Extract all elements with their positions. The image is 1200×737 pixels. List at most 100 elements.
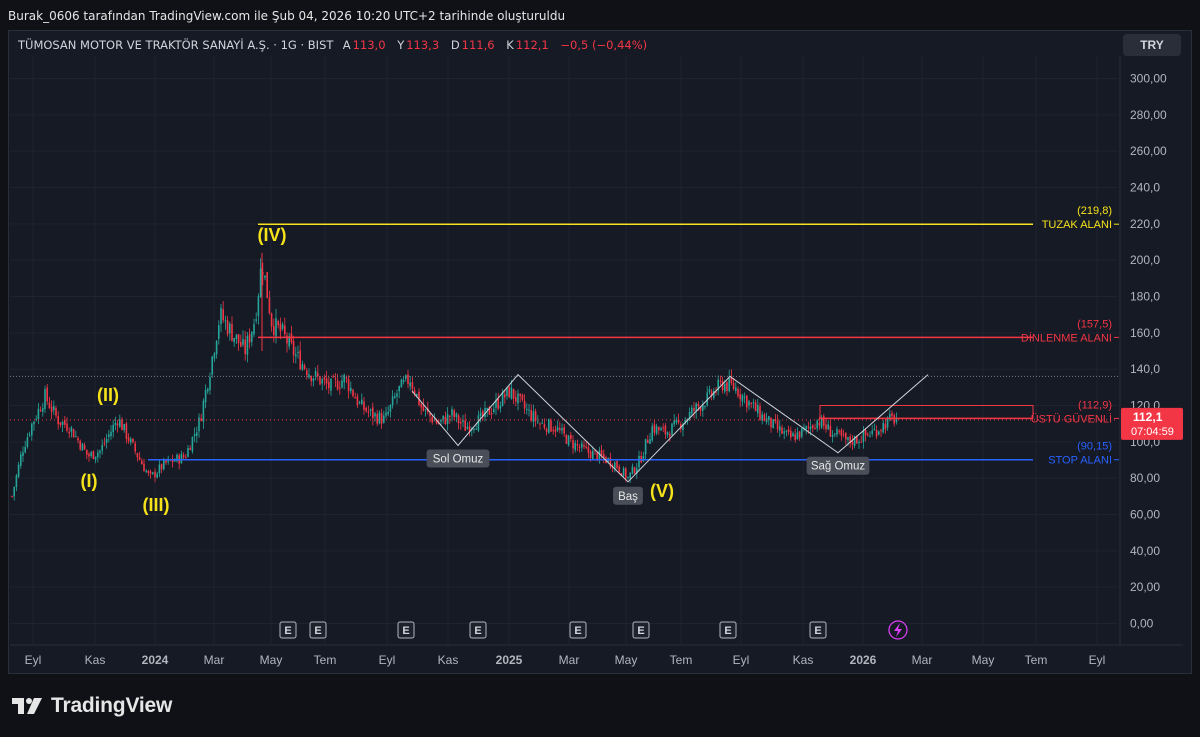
candle [365, 406, 367, 413]
candle-body [114, 422, 117, 426]
candle [708, 385, 711, 395]
candle [191, 436, 194, 454]
currency-button[interactable]: TRY [1123, 34, 1181, 56]
candle [739, 388, 741, 408]
candle [279, 317, 282, 340]
candle [666, 431, 669, 438]
pattern-label-box [806, 456, 870, 475]
candle-body [526, 408, 528, 410]
level-value-label: (157,5) [1077, 318, 1112, 330]
candle-body [869, 435, 871, 437]
candle [658, 426, 660, 435]
candle [519, 393, 521, 403]
candle [878, 430, 880, 436]
candle [86, 449, 88, 460]
candle [431, 415, 433, 425]
candle [825, 419, 827, 433]
candle-body [418, 391, 420, 405]
candle-body [323, 377, 326, 380]
earnings-marker-label: E [637, 625, 644, 637]
earnings-marker[interactable]: E [469, 621, 487, 639]
candle [339, 380, 341, 395]
candle-body [99, 450, 101, 453]
candle [319, 375, 321, 386]
candle [884, 418, 887, 434]
candle [561, 423, 563, 435]
candle-body [466, 426, 469, 430]
earnings-marker[interactable]: E [279, 621, 297, 639]
candle-body [838, 430, 840, 432]
candle-body [860, 441, 862, 443]
candle [101, 439, 103, 455]
candle [704, 405, 706, 410]
candle [660, 426, 662, 431]
candle [851, 435, 854, 451]
candle [638, 450, 640, 472]
candle-body [222, 309, 224, 321]
candle-body [660, 428, 662, 431]
earnings-marker[interactable]: E [397, 621, 415, 639]
candle-body [220, 307, 222, 325]
candle-body [86, 449, 88, 455]
candle-body [497, 398, 499, 409]
candle [550, 418, 552, 433]
earnings-marker[interactable]: E [309, 621, 327, 639]
earnings-marker[interactable]: E [719, 621, 737, 639]
candle-body [127, 437, 130, 442]
candle-body [649, 439, 651, 444]
candle [510, 379, 513, 400]
candle-body [279, 323, 282, 332]
candle [554, 425, 557, 438]
candle [321, 377, 323, 391]
candle [521, 393, 524, 402]
candle [761, 411, 763, 425]
candle-body [796, 432, 799, 439]
chart-panel[interactable] [8, 30, 1192, 674]
candle-body [141, 460, 143, 465]
candle-body [521, 394, 524, 400]
candle-body [873, 429, 876, 431]
candle [664, 423, 667, 440]
candle-body [759, 406, 761, 420]
candle [325, 370, 328, 390]
candle-body [682, 424, 684, 430]
earnings-marker[interactable]: E [809, 621, 827, 639]
candle-body [196, 432, 198, 437]
candle [48, 396, 51, 410]
candle-body [347, 378, 350, 392]
candle [860, 435, 862, 443]
candle-body [585, 446, 587, 448]
candle-body [739, 394, 741, 400]
candle-body [567, 435, 570, 446]
head-shoulders-pattern [411, 373, 929, 483]
earnings-marker[interactable]: E [632, 621, 650, 639]
candle [215, 340, 218, 359]
candle [684, 416, 686, 425]
lightning-icon[interactable] [888, 620, 908, 640]
candle [669, 431, 671, 442]
candle-body [398, 385, 400, 392]
candle-body [519, 393, 521, 396]
candle-body [565, 435, 568, 444]
earnings-marker-label: E [314, 625, 321, 637]
candle [528, 403, 530, 417]
candle [651, 422, 653, 443]
candle-body [171, 458, 174, 463]
candle-body [554, 429, 557, 432]
level-value-label: (90,15) [1077, 441, 1112, 453]
level-value-label: (219,8) [1077, 205, 1112, 217]
candle-body [255, 319, 257, 321]
candle-body [556, 427, 559, 431]
candle [391, 390, 394, 409]
candle-body [706, 392, 708, 406]
level-name-label: TUZAK ALANI [1042, 219, 1112, 231]
candle-body [424, 409, 427, 411]
candle-body [402, 380, 405, 382]
earnings-marker[interactable]: E [569, 621, 587, 639]
candle [816, 418, 818, 432]
symbol-name[interactable]: TÜMOSAN MOTOR VE TRAKTÖR SANAYİ A.Ş. · 1… [18, 38, 334, 52]
open-value: 113,0 [352, 38, 386, 52]
candle-body [853, 436, 856, 446]
candle [99, 449, 101, 459]
